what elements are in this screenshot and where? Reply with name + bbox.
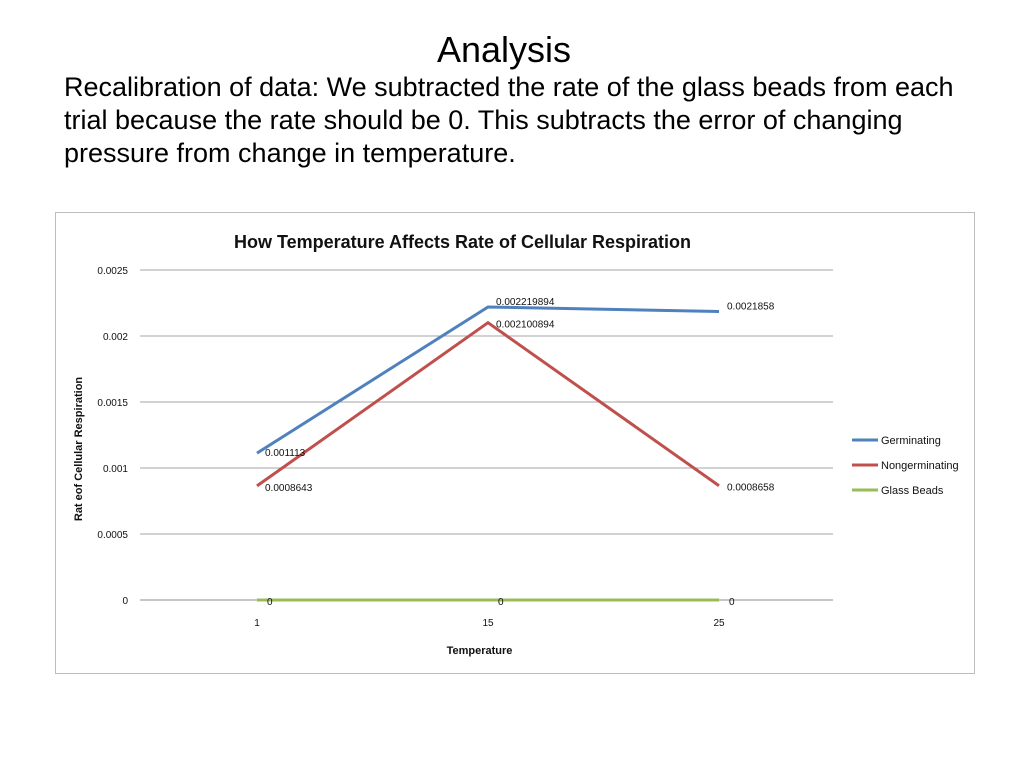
legend-label: Glass Beads [881,485,944,497]
slide-body-text: Recalibration of data: We subtracted the… [64,72,954,168]
data-label: 0.002100894 [496,320,555,331]
slide-title: Analysis [436,29,572,70]
x-tick-label: 25 [713,618,725,629]
y-tick-label: 0.0015 [97,398,128,409]
x-tick-label: 15 [482,618,494,629]
data-label: 0.0008658 [727,483,775,494]
series-line-nongerminating [256,320,720,488]
y-tick-label: 0 [122,596,128,607]
series-line-germinating [256,305,720,455]
chart-title: How Temperature Affects Rate of Cellular… [234,232,691,252]
legend-label: Germinating [881,435,941,447]
y-axis-label: Rat eof Cellular Respiration [73,377,85,522]
y-tick-label: 0.002 [103,332,128,343]
data-label: 0.0008643 [265,483,313,494]
data-label: 0.001113 [265,448,306,459]
data-label: 0.0021858 [727,301,775,312]
x-axis-label: Temperature [447,645,513,657]
data-label: 0 [267,597,273,608]
y-tick-label: 0.0005 [97,530,128,541]
y-tick-label: 0.0025 [97,266,128,277]
y-tick-label: 0.001 [103,464,128,475]
chart-frame [55,212,975,674]
data-label: 0 [498,597,504,608]
data-label: 0 [729,597,735,608]
data-label: 0.002219894 [496,297,555,308]
line-chart: How Temperature Affects Rate of Cellular… [73,232,959,657]
legend-label: Nongerminating [881,460,959,472]
x-tick-label: 1 [254,618,260,629]
